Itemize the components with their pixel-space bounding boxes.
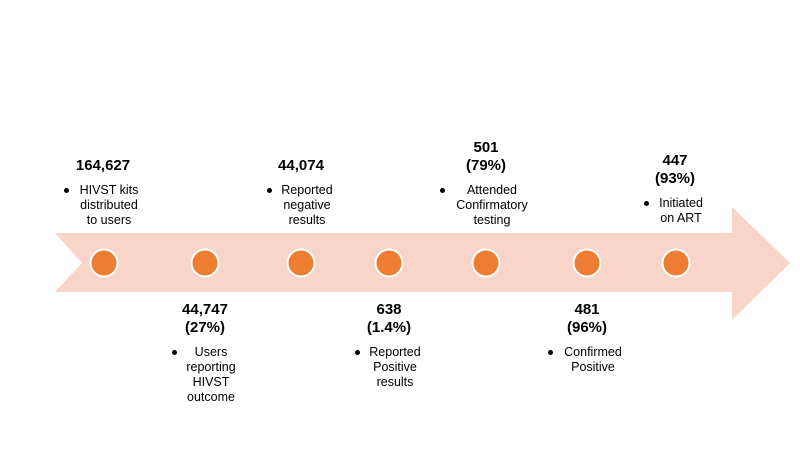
bullet-icon	[440, 188, 445, 193]
timeline-node-4	[374, 248, 404, 278]
bullet-icon	[267, 188, 272, 193]
step-count: 447	[662, 152, 688, 169]
step-percent: (93%)	[654, 170, 695, 187]
step-percent: (96%)	[566, 319, 607, 336]
step-count: 44,074	[278, 157, 324, 174]
step-description: Users reporting HIVST outcome	[186, 345, 236, 404]
step-attended-confirmatory: 501 (79%) Attended Confirmatory testing	[421, 139, 551, 228]
step-description: Confirmed Positive	[564, 345, 622, 374]
timeline-node-5	[471, 248, 501, 278]
step-initiated-art: 447 (93%) Initiated on ART	[610, 152, 740, 226]
bullet-icon	[64, 188, 69, 193]
step-description: Reported Positive results	[369, 345, 421, 389]
timeline-arrow	[55, 207, 790, 320]
step-description: Attended Confirmatory testing	[456, 183, 528, 227]
step-percent: (79%)	[465, 157, 506, 174]
step-percent: (27%)	[184, 319, 225, 336]
step-count: 501	[473, 139, 499, 156]
bullet-icon	[644, 201, 649, 206]
timeline-node-1	[89, 248, 119, 278]
step-reported-positive: 638 (1.4%) Reported Positive results	[324, 301, 454, 390]
bullet-icon	[172, 350, 177, 355]
step-count: 44,747	[182, 301, 228, 318]
bullet-icon	[548, 350, 553, 355]
timeline-node-3	[286, 248, 316, 278]
timeline-node-7	[661, 248, 691, 278]
step-percent: (1.4%)	[366, 319, 412, 336]
step-confirmed-positive: 481 (96%) Confirmed Positive	[522, 301, 652, 375]
timeline-node-2	[190, 248, 220, 278]
step-count: 164,627	[75, 157, 131, 174]
timeline-node-6	[572, 248, 602, 278]
step-reported-negative: 44,074 Reported negative results	[236, 157, 366, 228]
step-count: 638	[376, 301, 402, 318]
step-hivst-kits-distributed: 164,627 HIVST kits distributed to users	[38, 157, 168, 228]
step-count: 481	[574, 301, 600, 318]
bullet-icon	[355, 350, 360, 355]
step-description: HIVST kits distributed to users	[79, 183, 139, 227]
step-description: Reported negative results	[281, 183, 333, 227]
step-users-reporting-outcome: 44,747 (27%) Users reporting HIVST outco…	[140, 301, 270, 405]
step-description: Initiated on ART	[659, 196, 703, 225]
